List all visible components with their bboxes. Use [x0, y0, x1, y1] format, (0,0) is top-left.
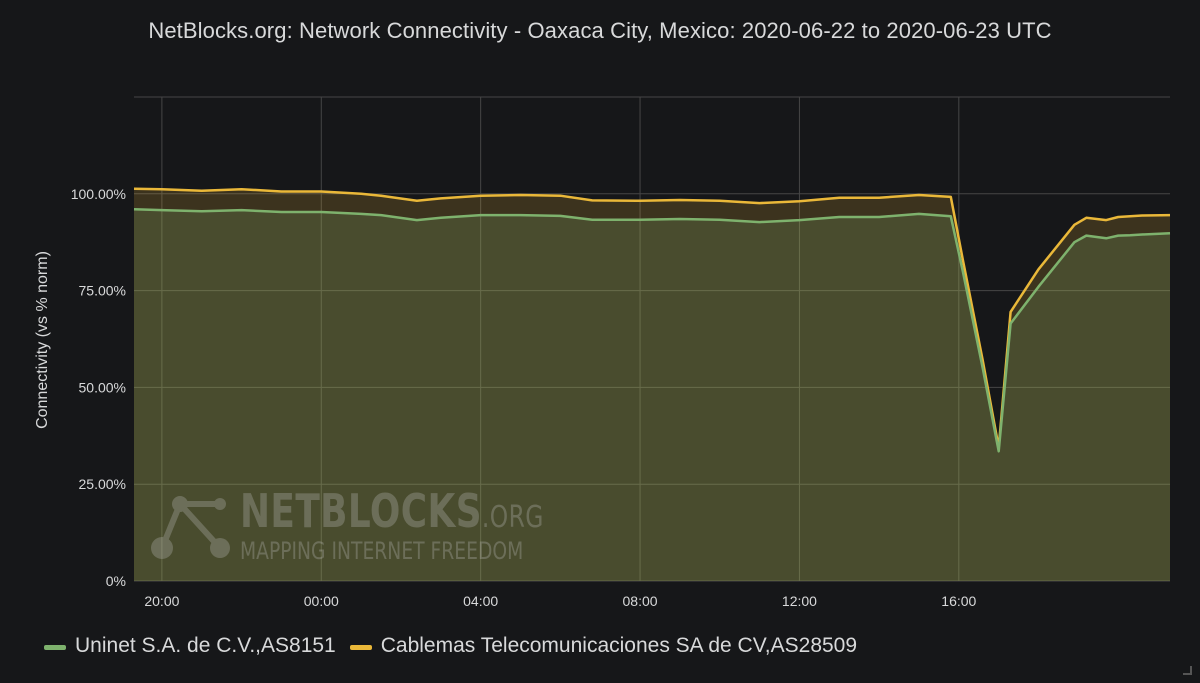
series-line-uninet [133, 208, 1171, 453]
y-tick-label: 0% [106, 573, 126, 589]
legend-swatch-cablemas [349, 644, 372, 650]
legend-label-cablemas: Cablemas Telecomunicaciones SA de CV,AS2… [380, 634, 858, 657]
legend-item-uninet[interactable]: Uninet S.A. de C.V.,AS8151 [44, 634, 336, 658]
x-tick-label: 08:00 [623, 593, 658, 609]
y-tick-label: 100.00% [71, 186, 126, 202]
x-tick-label: 04:00 [463, 593, 498, 609]
legend-swatch-uninet [44, 644, 66, 650]
x-tick-label: 16:00 [941, 593, 976, 609]
x-tick-label: 12:00 [782, 593, 817, 609]
x-tick-label: 00:00 [304, 593, 339, 609]
legend-item-cablemas[interactable]: Cablemas Telecomunicaciones SA de CV,AS2… [349, 634, 858, 658]
resize-handle[interactable] [1183, 666, 1192, 675]
chart-title: NetBlocks.org: Network Connectivity - Oa… [148, 18, 1052, 43]
x-tick-label: 20:00 [144, 593, 179, 609]
watermark-tagline: MAPPING INTERNET FREEDOM [240, 537, 524, 565]
legend-label-uninet: Uninet S.A. de C.V.,AS8151 [75, 634, 336, 657]
network-nodes-icon [151, 496, 230, 559]
y-tick-label: 25.00% [79, 476, 126, 492]
series-area-cablemas [134, 188, 1170, 582]
y-tick-label: 50.00% [79, 379, 126, 395]
series-line-cablemas [133, 187, 1171, 449]
watermark-brand: NETBLOCKS.ORG [240, 484, 544, 538]
series-area-uninet [134, 209, 1170, 582]
netblocks-watermark: NETBLOCKS.ORG MAPPING INTERNET FREEDOM [150, 484, 543, 568]
chart-legend: Uninet S.A. de C.V.,AS8151 Cablemas Tele… [44, 634, 871, 658]
y-tick-label: 75.00% [79, 283, 126, 299]
